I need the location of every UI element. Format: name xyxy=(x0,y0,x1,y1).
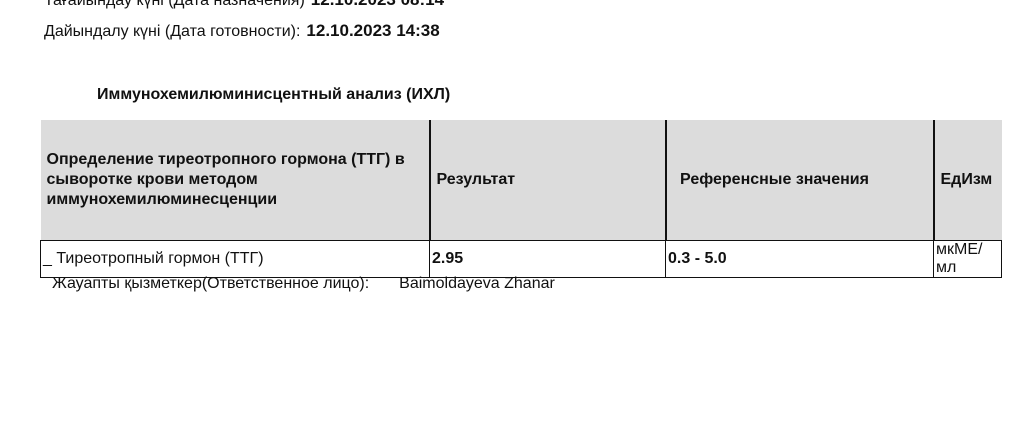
assigned-date-value: 12.10.2023 08:14 xyxy=(311,0,444,9)
cell-test: _ Тиреотропный гормон (ТТГ) xyxy=(40,240,430,278)
column-header-reference: Референсные значения xyxy=(664,120,934,241)
responsible-label: Жауапты қызметкер(Ответственное лицо): xyxy=(52,275,370,292)
column-header-unit: ЕдИзм xyxy=(932,120,1002,241)
ready-date: Дайындалу күні (Дата готовности): 12.10.2… xyxy=(44,21,440,41)
responsible-name: Baimoldayeva Zhanar xyxy=(399,275,555,292)
cell-result: 2.95 xyxy=(429,240,666,278)
assigned-date: Тағайындау күні (Дата назначения) 12.10.2… xyxy=(44,0,444,10)
assigned-date-label: Тағайындау күні (Дата назначения) xyxy=(44,0,305,9)
column-header-test: Определение тиреотропного гормона (ТТГ) … xyxy=(40,120,430,241)
ready-date-label: Дайындалу күні (Дата готовности): xyxy=(44,23,301,40)
table-row: _ Тиреотропный гормон (ТТГ) 2.95 0.3 - 5… xyxy=(40,240,1002,278)
results-table: Определение тиреотропного гормона (ТТГ) … xyxy=(40,120,1002,278)
cell-reference: 0.3 - 5.0 xyxy=(665,240,934,278)
responsible-person: Жауапты қызметкер(Ответственное лицо): Ba… xyxy=(52,275,555,293)
cell-unit: мкМЕ/мл xyxy=(933,240,1002,278)
ready-date-value: 12.10.2023 14:38 xyxy=(306,21,440,40)
section-title: Иммунохемилюминисцентный анализ (ИХЛ) xyxy=(97,86,451,103)
column-header-result: Результат xyxy=(428,120,666,241)
table-header: Определение тиреотропного гормона (ТТГ) … xyxy=(40,120,1002,241)
